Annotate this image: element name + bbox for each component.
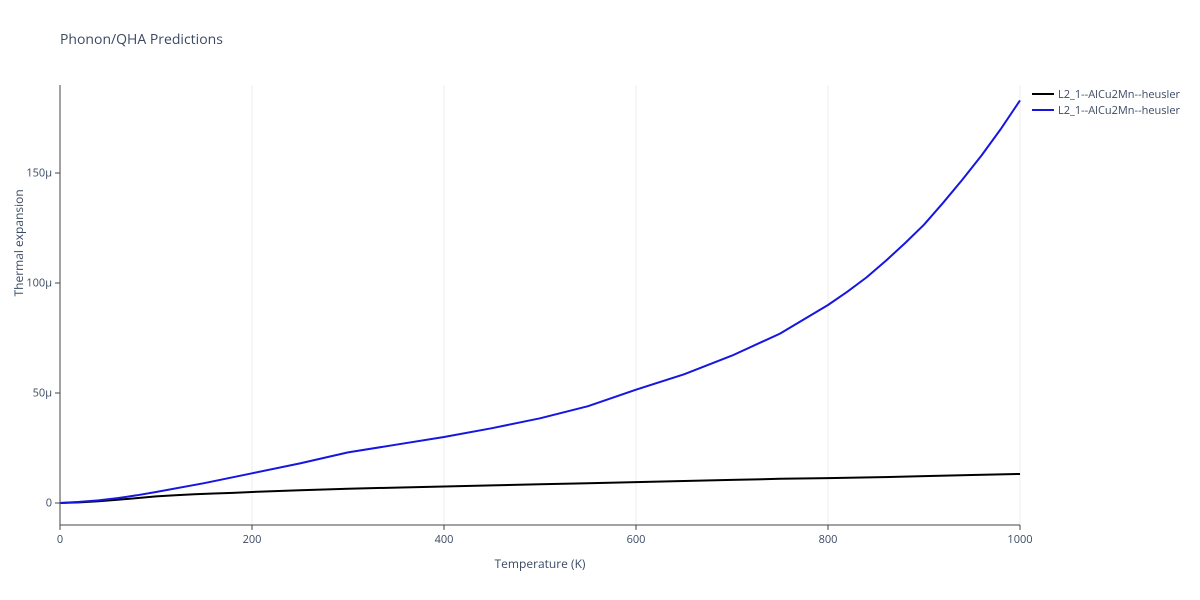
x-tick-label: 200 [243,532,262,547]
x-tick-label: 400 [435,532,454,547]
legend: L2_1--AlCu2Mn--heusler L2_1--AlCu2Mn--he… [1032,86,1180,118]
y-tick-label: 150µ [26,166,52,181]
legend-item-1[interactable]: L2_1--AlCu2Mn--heusler [1032,102,1180,118]
chart-container: Phonon/QHA Predictions Thermal expansion… [0,0,1200,600]
y-axis-label: Thermal expansion [10,189,27,296]
plot-area [60,85,1020,525]
chart-title: Phonon/QHA Predictions [60,30,223,49]
x-tick-label: 600 [627,532,646,547]
legend-item-0[interactable]: L2_1--AlCu2Mn--heusler [1032,86,1180,102]
legend-swatch-0 [1032,93,1054,95]
y-tick-label: 0 [46,496,52,511]
x-tick-label: 0 [57,532,63,547]
x-tick-label: 1000 [1007,532,1032,547]
y-tick-label: 50µ [33,386,52,401]
legend-swatch-1 [1032,109,1054,111]
legend-label-1: L2_1--AlCu2Mn--heusler [1058,103,1180,118]
x-tick-label: 800 [819,532,838,547]
y-tick-label: 100µ [26,276,52,291]
x-axis-label: Temperature (K) [495,555,586,572]
legend-label-0: L2_1--AlCu2Mn--heusler [1058,87,1180,102]
